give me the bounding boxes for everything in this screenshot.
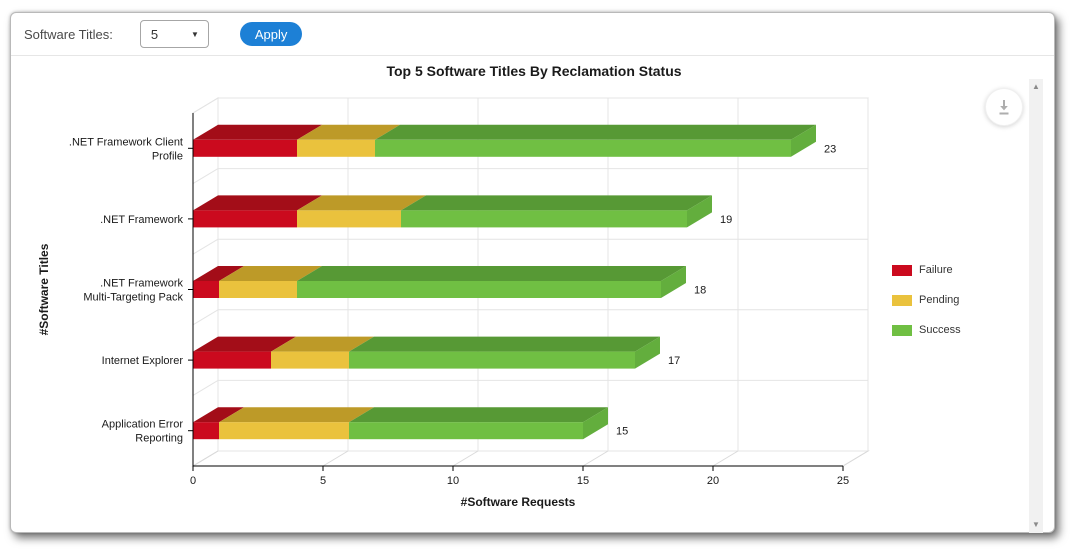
- bar-segment-failure: [193, 281, 219, 298]
- bar-segment-pending: [219, 281, 297, 298]
- category-label: .NET Framework: [100, 214, 183, 226]
- v-gridline-depth: [322, 450, 349, 467]
- bar-segment-success: [297, 281, 661, 298]
- x-tick-label: 15: [577, 475, 589, 487]
- bar-top-pending: [297, 124, 400, 140]
- legend-label-success: Success: [919, 324, 961, 336]
- floor: [191, 450, 870, 467]
- scroll-down-arrow-icon[interactable]: ▼: [1032, 520, 1040, 529]
- software-titles-select-value: 5: [150, 26, 159, 42]
- x-tick-label: 20: [707, 475, 719, 487]
- h-gridline-depth: [192, 97, 219, 114]
- bar-end-cap: [635, 336, 660, 369]
- bar-segment-success: [375, 139, 791, 157]
- legend-label-failure: Failure: [919, 264, 953, 276]
- bar-segment-pending: [219, 422, 349, 440]
- success-color-swatch: [892, 324, 912, 336]
- bar-segment-failure: [193, 422, 219, 440]
- bar-top-failure: [193, 266, 244, 281]
- v-gridline-depth: [192, 450, 219, 467]
- bar-end-cap: [661, 266, 686, 298]
- bar-segment-success: [349, 422, 583, 440]
- category-label: Internet Explorer: [102, 355, 184, 367]
- chevron-down-icon: ▼: [190, 29, 199, 39]
- v-gridline-depth: [842, 450, 869, 467]
- bar-top-pending: [297, 195, 426, 211]
- bar-segment-failure: [193, 139, 297, 157]
- bar-top-failure: [193, 124, 322, 140]
- h-gridline-depth: [192, 450, 219, 467]
- legend-item-success: Success: [892, 324, 961, 336]
- x-tick-label: 5: [320, 475, 326, 487]
- bar-segment-success: [401, 210, 687, 228]
- bar-end-cap: [583, 407, 608, 440]
- h-gridline-depth: [192, 238, 219, 255]
- legend-label-pending: Pending: [919, 294, 960, 306]
- v-gridline-depth: [452, 450, 479, 467]
- apply-button[interactable]: Apply: [239, 22, 303, 46]
- chart-legend: Failure Pending Success: [892, 264, 961, 336]
- bar-value-label: 19: [720, 214, 732, 226]
- left-wall: [192, 97, 219, 467]
- vertical-scrollbar[interactable]: ▲ ▼: [1029, 79, 1043, 533]
- chart-title: Top 5 Software Titles By Reclamation Sta…: [386, 63, 681, 79]
- bar-segment-failure: [193, 210, 297, 228]
- x-axis-title: #Software Requests: [461, 495, 576, 509]
- v-gridline-depth: [712, 450, 739, 467]
- bar-top-pending: [271, 336, 374, 352]
- bar-segment-pending: [271, 351, 349, 369]
- bar-segment-success: [349, 351, 635, 369]
- bar-top-pending: [219, 266, 322, 281]
- bar-top-failure: [193, 336, 296, 352]
- bar-top-failure: [193, 195, 322, 211]
- bar-value-label: 15: [616, 426, 628, 438]
- download-chart-button[interactable]: [985, 88, 1023, 126]
- software-titles-label: Software Titles:: [24, 26, 113, 42]
- h-gridline-depth: [192, 309, 219, 326]
- bar-end-cap: [687, 195, 712, 228]
- h-gridline-depth: [192, 379, 219, 396]
- category-label: Application Error Reporting: [102, 419, 184, 445]
- category-label: .NET Framework Multi-Targeting Pack: [83, 278, 183, 304]
- h-gridline-depth: [192, 168, 219, 185]
- bar-value-label: 17: [668, 355, 680, 367]
- bar-top-failure: [193, 407, 244, 423]
- toolbar: Software Titles: 5 ▼ Apply: [11, 13, 1054, 56]
- back-wall: [217, 97, 869, 452]
- pending-color-swatch: [892, 294, 912, 306]
- bar-top-pending: [219, 407, 374, 423]
- bar-end-cap: [791, 124, 816, 157]
- bar-segment-pending: [297, 210, 401, 228]
- x-tick-label: 0: [190, 475, 196, 487]
- chart-panel: Software Titles: 5 ▼ Apply 23 .NET Framew…: [10, 12, 1055, 533]
- category-label: .NET Framework Client Profile: [69, 136, 183, 162]
- legend-item-failure: Failure: [892, 264, 961, 276]
- bar-top-success: [349, 407, 608, 423]
- software-titles-select[interactable]: 5 ▼: [139, 20, 209, 48]
- bar-top-success: [375, 124, 816, 140]
- y-axis-title: #Software Titles: [37, 243, 51, 335]
- bar-value-label: 23: [824, 143, 836, 155]
- bar-top-success: [297, 266, 686, 281]
- bar-top-success: [349, 336, 660, 352]
- bar-value-label: 18: [694, 285, 706, 297]
- bar-segment-failure: [193, 351, 271, 369]
- bar-segment-pending: [297, 139, 375, 157]
- bar-top-success: [401, 195, 712, 211]
- failure-color-swatch: [892, 264, 912, 276]
- scroll-up-arrow-icon[interactable]: ▲: [1032, 82, 1040, 91]
- download-icon: [999, 100, 1009, 115]
- v-gridline-depth: [582, 450, 609, 467]
- legend-item-pending: Pending: [892, 294, 961, 306]
- x-tick-label: 25: [837, 475, 849, 487]
- x-tick-label: 10: [447, 475, 459, 487]
